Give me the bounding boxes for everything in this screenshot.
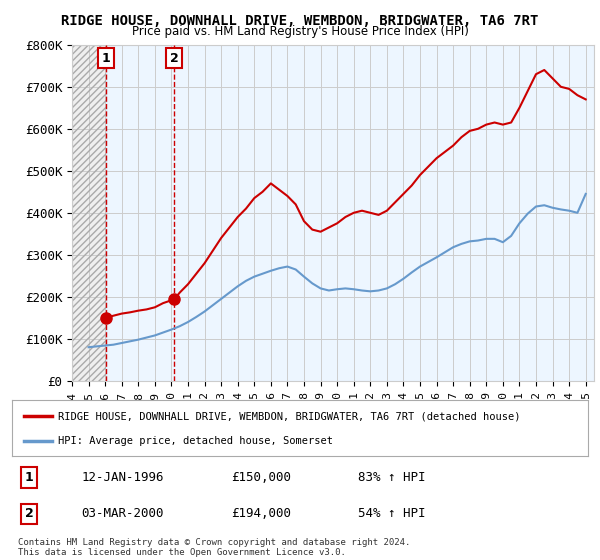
Text: 54% ↑ HPI: 54% ↑ HPI: [358, 507, 425, 520]
Text: 2: 2: [25, 507, 34, 520]
Bar: [72, 45, 106, 381]
Text: HPI: Average price, detached house, Somerset: HPI: Average price, detached house, Some…: [58, 436, 333, 446]
Text: RIDGE HOUSE, DOWNHALL DRIVE, WEMBDON, BRIDGWATER, TA6 7RT: RIDGE HOUSE, DOWNHALL DRIVE, WEMBDON, BR…: [61, 14, 539, 28]
Text: Price paid vs. HM Land Registry's House Price Index (HPI): Price paid vs. HM Land Registry's House …: [131, 25, 469, 38]
Text: £150,000: £150,000: [231, 471, 291, 484]
Text: 1: 1: [25, 471, 34, 484]
Bar: [106, 45, 594, 381]
Text: Contains HM Land Registry data © Crown copyright and database right 2024.
This d: Contains HM Land Registry data © Crown c…: [18, 538, 410, 557]
Text: RIDGE HOUSE, DOWNHALL DRIVE, WEMBDON, BRIDGWATER, TA6 7RT (detached house): RIDGE HOUSE, DOWNHALL DRIVE, WEMBDON, BR…: [58, 411, 521, 421]
Text: 83% ↑ HPI: 83% ↑ HPI: [358, 471, 425, 484]
Text: 12-JAN-1996: 12-JAN-1996: [81, 471, 164, 484]
Text: 1: 1: [101, 52, 110, 64]
Text: 03-MAR-2000: 03-MAR-2000: [81, 507, 164, 520]
Text: £194,000: £194,000: [231, 507, 291, 520]
Text: 2: 2: [170, 52, 179, 64]
Bar: [72, 45, 106, 381]
